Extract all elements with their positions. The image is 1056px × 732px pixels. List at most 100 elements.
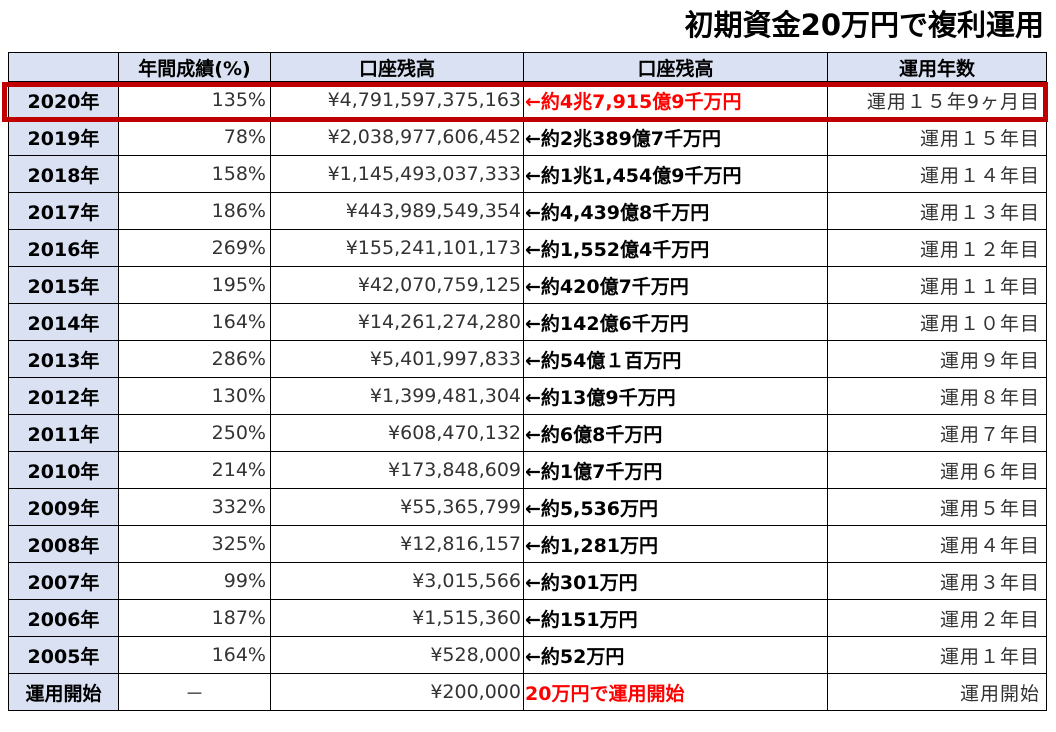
- table-row: 2016年 269% ¥155,241,101,173 ←約1,552億4千万円…: [8, 229, 1047, 267]
- balance-approx-cell: ←約5,536万円: [523, 488, 828, 526]
- performance-cell: 325%: [118, 525, 271, 563]
- balance-cell: ¥14,261,274,280: [270, 303, 524, 341]
- performance-cell: 269%: [118, 229, 271, 267]
- balance-cell: ¥5,401,997,833: [270, 340, 524, 378]
- balance-cell: ¥2,038,977,606,452: [270, 118, 524, 156]
- years-run-cell: 運用開始: [827, 673, 1047, 711]
- table-row: 2009年 332% ¥55,365,799 ←約5,536万円 運用５年目: [8, 488, 1047, 526]
- balance-approx-cell: ←約54億１百万円: [523, 340, 828, 378]
- performance-cell: 187%: [118, 599, 271, 637]
- header-year: [8, 52, 119, 82]
- year-cell: 2007年: [8, 562, 119, 600]
- compound-growth-table: 年間成績(%) 口座残高 口座残高 運用年数 2020年 135% ¥4,791…: [8, 52, 1047, 711]
- years-run-cell: 運用１３年目: [827, 192, 1047, 230]
- table-row: 2010年 214% ¥173,848,609 ←約1億7千万円 運用６年目: [8, 451, 1047, 489]
- year-cell: 2010年: [8, 451, 119, 489]
- balance-cell: ¥608,470,132: [270, 414, 524, 452]
- table-row: 2012年 130% ¥1,399,481,304 ←約13億9千万円 運用８年…: [8, 377, 1047, 415]
- balance-cell: ¥3,015,566: [270, 562, 524, 600]
- performance-cell: 186%: [118, 192, 271, 230]
- year-cell: 2020年: [8, 81, 119, 119]
- table-row: 2018年 158% ¥1,145,493,037,333 ←約1兆1,454億…: [8, 155, 1047, 193]
- table-row: 2019年 78% ¥2,038,977,606,452 ←約2兆389億7千万…: [8, 118, 1047, 156]
- year-cell: 2012年: [8, 377, 119, 415]
- years-run-cell: 運用６年目: [827, 451, 1047, 489]
- table-row: 2006年 187% ¥1,515,360 ←約151万円 運用２年目: [8, 599, 1047, 637]
- years-run-cell: 運用７年目: [827, 414, 1047, 452]
- balance-cell: ¥1,145,493,037,333: [270, 155, 524, 193]
- years-run-cell: 運用１５年目: [827, 118, 1047, 156]
- table-row: 2008年 325% ¥12,816,157 ←約1,281万円 運用４年目: [8, 525, 1047, 563]
- performance-cell: －: [118, 673, 271, 711]
- years-run-cell: 運用１１年目: [827, 266, 1047, 304]
- balance-approx-cell: ←約2兆389億7千万円: [523, 118, 828, 156]
- years-run-cell: 運用５年目: [827, 488, 1047, 526]
- balance-cell: ¥12,816,157: [270, 525, 524, 563]
- page-title: 初期資金20万円で複利運用: [684, 8, 1044, 42]
- header-balance-approx: 口座残高: [523, 52, 828, 82]
- balance-cell: ¥42,070,759,125: [270, 266, 524, 304]
- table-row-start: 運用開始 － ¥200,000 20万円で運用開始 運用開始: [8, 673, 1047, 711]
- balance-approx-cell: ←約142億6千万円: [523, 303, 828, 341]
- performance-cell: 332%: [118, 488, 271, 526]
- year-cell: 2018年: [8, 155, 119, 193]
- table-row: 2015年 195% ¥42,070,759,125 ←約420億7千万円 運用…: [8, 266, 1047, 304]
- balance-approx-cell: ←約1兆1,454億9千万円: [523, 155, 828, 193]
- balance-cell: ¥55,365,799: [270, 488, 524, 526]
- balance-approx-cell: ←約1,552億4千万円: [523, 229, 828, 267]
- balance-cell: ¥173,848,609: [270, 451, 524, 489]
- performance-cell: 214%: [118, 451, 271, 489]
- performance-cell: 135%: [118, 81, 271, 119]
- year-cell: 2009年: [8, 488, 119, 526]
- balance-approx-cell: ←約6億8千万円: [523, 414, 828, 452]
- year-cell: 2011年: [8, 414, 119, 452]
- balance-approx-cell: ←約4兆7,915億9千万円: [523, 81, 828, 119]
- header-balance: 口座残高: [270, 52, 524, 82]
- years-run-cell: 運用１２年目: [827, 229, 1047, 267]
- table-row: 2013年 286% ¥5,401,997,833 ←約54億１百万円 運用９年…: [8, 340, 1047, 378]
- table-row: 2020年 135% ¥4,791,597,375,163 ←約4兆7,915億…: [8, 81, 1047, 119]
- year-cell: 2019年: [8, 118, 119, 156]
- year-cell: 運用開始: [8, 673, 119, 711]
- balance-approx-cell: ←約52万円: [523, 636, 828, 674]
- balance-cell: ¥528,000: [270, 636, 524, 674]
- performance-cell: 250%: [118, 414, 271, 452]
- table-row: 2005年 164% ¥528,000 ←約52万円 運用１年目: [8, 636, 1047, 674]
- year-cell: 2016年: [8, 229, 119, 267]
- balance-approx-cell: ←約420億7千万円: [523, 266, 828, 304]
- years-run-cell: 運用９年目: [827, 340, 1047, 378]
- balance-cell: ¥443,989,549,354: [270, 192, 524, 230]
- year-cell: 2014年: [8, 303, 119, 341]
- balance-approx-cell: ←約4,439億8千万円: [523, 192, 828, 230]
- balance-approx-cell: ←約151万円: [523, 599, 828, 637]
- table-row: 2017年 186% ¥443,989,549,354 ←約4,439億8千万円…: [8, 192, 1047, 230]
- year-cell: 2015年: [8, 266, 119, 304]
- performance-cell: 164%: [118, 303, 271, 341]
- year-cell: 2008年: [8, 525, 119, 563]
- balance-approx-cell: ←約301万円: [523, 562, 828, 600]
- balance-approx-cell: ←約13億9千万円: [523, 377, 828, 415]
- balance-approx-cell: 20万円で運用開始: [523, 673, 828, 711]
- balance-cell: ¥1,399,481,304: [270, 377, 524, 415]
- balance-cell: ¥4,791,597,375,163: [270, 81, 524, 119]
- header-row: 年間成績(%) 口座残高 口座残高 運用年数: [8, 52, 1047, 82]
- year-cell: 2017年: [8, 192, 119, 230]
- balance-cell: ¥200,000: [270, 673, 524, 711]
- years-run-cell: 運用８年目: [827, 377, 1047, 415]
- header-years-run: 運用年数: [827, 52, 1047, 82]
- balance-approx-cell: ←約1,281万円: [523, 525, 828, 563]
- table-row: 2007年 99% ¥3,015,566 ←約301万円 運用３年目: [8, 562, 1047, 600]
- years-run-cell: 運用１５年9ヶ月目: [827, 81, 1047, 119]
- year-cell: 2005年: [8, 636, 119, 674]
- years-run-cell: 運用１０年目: [827, 303, 1047, 341]
- performance-cell: 158%: [118, 155, 271, 193]
- performance-cell: 130%: [118, 377, 271, 415]
- years-run-cell: 運用４年目: [827, 525, 1047, 563]
- years-run-cell: 運用２年目: [827, 599, 1047, 637]
- table-row: 2014年 164% ¥14,261,274,280 ←約142億6千万円 運用…: [8, 303, 1047, 341]
- table-row: 2011年 250% ¥608,470,132 ←約6億8千万円 運用７年目: [8, 414, 1047, 452]
- performance-cell: 99%: [118, 562, 271, 600]
- year-cell: 2006年: [8, 599, 119, 637]
- balance-cell: ¥155,241,101,173: [270, 229, 524, 267]
- years-run-cell: 運用１年目: [827, 636, 1047, 674]
